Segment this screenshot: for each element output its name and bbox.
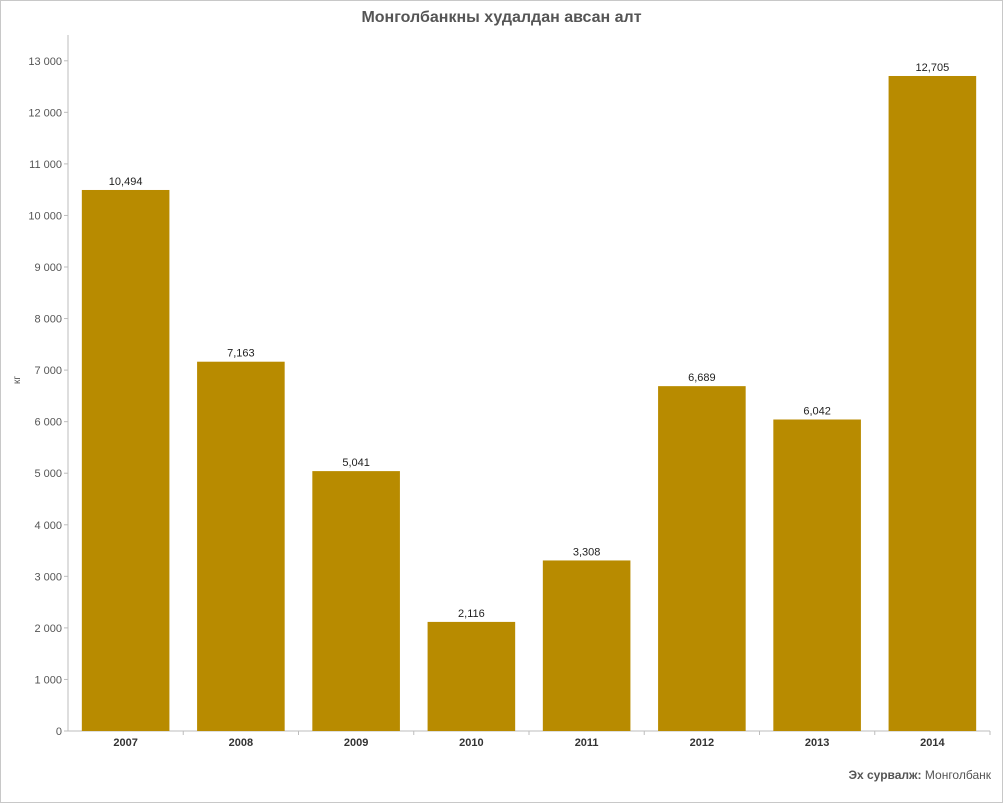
data-label-2013: 6,042 (803, 406, 831, 418)
source-value: Монголбанк (924, 768, 991, 782)
y-tick-label: 9 000 (34, 262, 62, 274)
bar-2007 (81, 189, 170, 731)
bar-2008 (197, 361, 285, 731)
y-tick-label: 1 000 (34, 674, 62, 686)
x-tick-label-2007: 2007 (113, 737, 137, 749)
data-label-2007: 10,494 (109, 176, 143, 188)
y-tick-label: 8 000 (34, 314, 62, 326)
source-label: Эх сурвалж: (848, 768, 922, 782)
y-tick-label: 7 000 (34, 365, 62, 377)
y-tick-label: 5 000 (34, 468, 62, 480)
data-label-2011: 3,308 (573, 546, 601, 558)
data-label-2012: 6,689 (688, 372, 716, 384)
bar-2009 (312, 471, 400, 731)
bar-2013 (773, 419, 861, 731)
bar-2011 (542, 560, 631, 731)
x-tick-label-2008: 2008 (229, 737, 253, 749)
data-label-2009: 5,041 (342, 457, 370, 469)
y-tick-label: 13 000 (28, 56, 62, 68)
y-tick-label: 12 000 (28, 107, 62, 119)
y-tick-label: 4 000 (34, 520, 62, 532)
y-tick-label: 0 (56, 726, 62, 738)
bar-2012 (658, 386, 746, 731)
y-tick-label: 11 000 (29, 159, 62, 171)
y-tick-label: 2 000 (34, 623, 62, 635)
x-tick-label-2009: 2009 (344, 737, 368, 749)
bar-2010 (427, 621, 516, 731)
x-tick-label-2011: 2011 (575, 737, 599, 749)
data-label-2014: 12,705 (916, 62, 950, 74)
x-tick-label-2012: 2012 (690, 737, 714, 749)
y-tick-label: 6 000 (34, 417, 62, 429)
data-label-2008: 7,163 (227, 348, 255, 360)
bars: 10,494 2007 7,163 2008 5,041 2009 2,116 2010 3,3… (81, 62, 977, 749)
x-tick-label-2013: 2013 (805, 737, 829, 749)
axes: 0 1 000 2 000 3 000 4 000 5 000 6 000 7 000 8 00… (12, 35, 991, 738)
source-note: Эх сурвалж: Монголбанк (848, 768, 991, 782)
y-tick-label: 3 000 (34, 571, 62, 583)
bar-2014 (888, 75, 977, 731)
x-tick-label-2010: 2010 (459, 737, 483, 749)
chart-title: Монголбанкны худалдан авсан алт (361, 9, 642, 26)
x-tick-label-2014: 2014 (920, 737, 945, 749)
y-axis-label: кг (12, 376, 23, 384)
data-label-2010: 2,116 (458, 608, 485, 620)
y-tick-label: 10 000 (28, 210, 62, 222)
